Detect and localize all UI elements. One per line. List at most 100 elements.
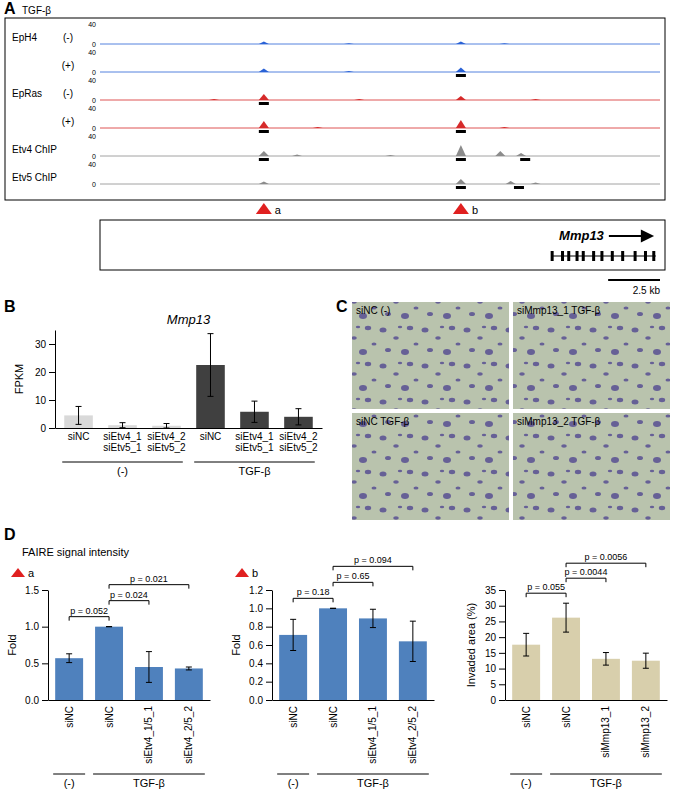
exon (634, 251, 637, 261)
tick-mark (49, 372, 55, 373)
micrograph-cells (513, 302, 670, 409)
signal-peak (259, 182, 269, 185)
signal-peak (456, 68, 466, 73)
axis-line (48, 591, 49, 701)
tick: 10 (35, 395, 55, 406)
panel-c: CsiNC (-)siMmp13_1 TGF-βsiNC TGF-βsiMmp1… (336, 298, 670, 520)
category-label: siEtv4_1 (235, 431, 274, 442)
plot-area (55, 627, 203, 700)
tick: 0.5 (25, 658, 48, 669)
treatment-label: TGF-β (22, 5, 51, 16)
tick-label: 30 (485, 600, 497, 611)
tick: 0.0 (249, 695, 272, 706)
category-label: siNC (521, 706, 532, 728)
region-marker (453, 203, 469, 214)
tick-mark (49, 428, 55, 429)
group-line (93, 774, 205, 775)
p-value: p = 0.18 (297, 587, 330, 597)
category-label: siEtv5_2 (279, 442, 318, 453)
panel-letter: D (4, 526, 16, 543)
p-value: p = 0.055 (527, 582, 565, 592)
error-bar (330, 608, 336, 609)
tick-mark (266, 627, 272, 628)
signal-peak (354, 99, 364, 100)
category-label: siEtv4_1/5_1 (143, 706, 154, 764)
tick-mark (499, 669, 505, 670)
track-scale-label: 0 (92, 41, 96, 48)
image-label: siNC TGF-β (356, 416, 410, 427)
image-label: siMmp13_2 TGF-β (517, 416, 601, 427)
figure: ATGF-βEpH4(-)040(+)040EpRas(-)040(+)040E… (0, 0, 675, 807)
signal-peak (344, 71, 354, 72)
category-label: siMmp13_2 (640, 706, 651, 758)
region-label: a (275, 204, 282, 216)
image-label: siMmp13_1 TGF-β (517, 305, 601, 316)
tick-label: 10 (35, 395, 47, 406)
tick: 1.5 (25, 585, 48, 596)
group-line (510, 774, 542, 775)
signal-peak (456, 120, 466, 128)
axis-line (506, 700, 668, 701)
track-scale-label: 40 (88, 21, 96, 28)
category-label: siEtv4_2/5_2 (183, 706, 194, 764)
category-label: siEtv5_1 (103, 442, 142, 453)
track-plot (100, 179, 660, 184)
category-label: siNC (328, 706, 339, 728)
error-bar (410, 621, 416, 661)
track-label: EpH4 (12, 32, 37, 43)
error-bar (186, 667, 192, 670)
p-value: p = 0.0056 (585, 552, 628, 562)
group-label: (-) (117, 465, 128, 477)
significance-bracket (293, 598, 333, 602)
bar (95, 627, 123, 700)
tick: 20 (485, 632, 505, 643)
tick-label: 10 (485, 663, 497, 674)
group-label: TGF-β (590, 777, 622, 789)
tick-mark (49, 344, 55, 345)
tick: 25 (485, 616, 505, 627)
tick: 0.4 (249, 658, 272, 669)
tick: 0 (40, 423, 55, 434)
micrograph (513, 302, 670, 409)
error-bar (66, 654, 72, 663)
signal-peak (259, 42, 269, 45)
peak-call (456, 186, 466, 189)
group-label: TGF-β (357, 777, 389, 789)
tick-label: 0.0 (25, 695, 39, 706)
significance-bracket (69, 617, 109, 621)
micrograph-cells (513, 413, 670, 520)
exon (551, 251, 554, 261)
axis-line (56, 428, 323, 429)
axis-line (55, 331, 56, 429)
group-label: (-) (521, 777, 532, 789)
group-label: TGF-β (133, 777, 165, 789)
exon (611, 251, 614, 261)
exon (582, 251, 585, 261)
tick: 0.2 (249, 676, 272, 687)
bar (359, 618, 387, 700)
significance-bracket (526, 593, 566, 597)
track-scale-label: 0 (92, 125, 96, 132)
tick-mark (266, 700, 272, 701)
tick: 0.8 (249, 621, 272, 632)
tick-label: 0 (490, 695, 496, 706)
y-axis-title: FPKM (13, 364, 25, 395)
signal-peak (259, 151, 269, 156)
condition-label: (-) (63, 32, 73, 43)
y-axis: 0102030 (35, 331, 56, 434)
peak-call (456, 130, 466, 133)
tick-mark (499, 621, 505, 622)
error-bar (290, 619, 296, 650)
signal-peak (516, 153, 526, 156)
tick-mark (266, 645, 272, 646)
x-axis (56, 428, 323, 429)
plot-area (512, 603, 660, 700)
condition-label: (+) (62, 116, 75, 127)
significance-bracket (566, 578, 606, 582)
scale-bar (608, 279, 660, 281)
signal-peak (344, 43, 354, 45)
tick: 30 (35, 339, 55, 350)
category-label: siEtv5_2 (147, 442, 186, 453)
tick-label: 20 (485, 632, 497, 643)
x-axis (273, 700, 435, 701)
